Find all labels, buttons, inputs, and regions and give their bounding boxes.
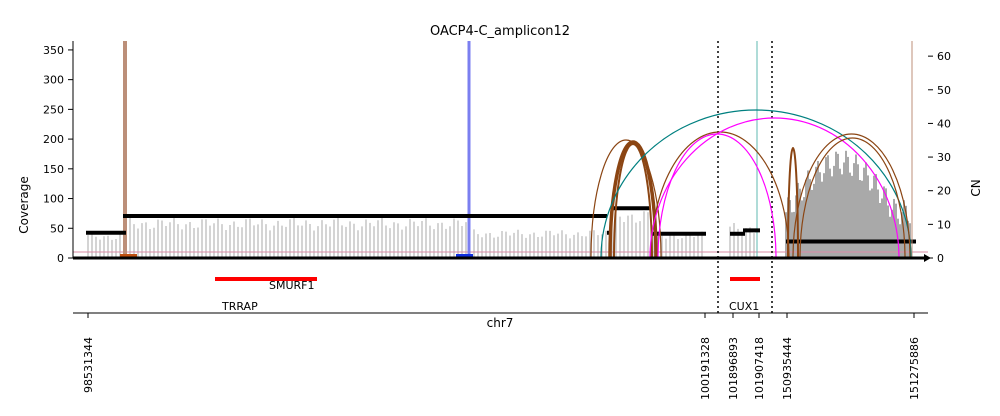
y-tick-label: 100	[43, 193, 64, 206]
y-right-tick-label: 20	[937, 185, 951, 198]
breakpoint-marker	[456, 254, 473, 258]
y-right-tick-label: 50	[937, 84, 951, 97]
genes-layer: TRRAP SMURF1 CUX1	[215, 277, 760, 313]
x-tick-label: 151275886	[908, 337, 921, 400]
y-tick-label: 300	[43, 74, 64, 87]
chart-title: OACP4-C_amplicon12	[430, 24, 570, 39]
y-tick-label: 350	[43, 44, 64, 57]
discordant-edge	[613, 143, 653, 259]
discordant-edge	[792, 133, 911, 259]
discordant-edge	[799, 137, 906, 259]
gene-label: SMURF1	[269, 279, 315, 292]
y-tick-label: 250	[43, 103, 64, 116]
discordant-edges-layer	[590, 109, 912, 259]
y-axis-label: Coverage	[17, 176, 31, 234]
y-right-tick-label: 60	[937, 50, 951, 63]
y-tick-label: 150	[43, 163, 64, 176]
x-baseline-arrow	[924, 254, 931, 262]
discordant-edge	[600, 109, 912, 259]
gene-label: CUX1	[729, 300, 759, 313]
y-right-tick-label: 0	[937, 252, 944, 265]
x-tick-label: 150935444	[781, 337, 794, 400]
y-tick-label: 0	[57, 252, 64, 265]
coverage-layer	[73, 150, 928, 258]
breakpoint-lines-layer	[120, 41, 773, 313]
y-right-tick-label: 40	[937, 117, 951, 130]
y-right-tick-label: 10	[937, 218, 951, 231]
y-tick-label: 200	[43, 133, 64, 146]
x-tick-label: 101896893	[727, 337, 740, 400]
y-axis-right-label: CN	[969, 179, 983, 196]
x-tick-label: 101907418	[753, 337, 766, 400]
x-tick-label: 100191328	[699, 337, 712, 400]
breakpoint-marker	[120, 254, 137, 258]
cn-segments-layer	[86, 206, 916, 244]
y-right-tick-label: 30	[937, 151, 951, 164]
discordant-edge	[608, 140, 658, 259]
gene-label: TRRAP	[221, 300, 258, 313]
x-tick-label: 98531344	[82, 337, 95, 393]
x-axis-label: chr7	[487, 316, 514, 330]
discordant-edge	[649, 117, 900, 259]
axes-layer: 0 50 100 150 200 250 300 350 0 10 20 30 40 50 60 985313…	[43, 41, 951, 400]
y-tick-label: 50	[50, 222, 64, 235]
